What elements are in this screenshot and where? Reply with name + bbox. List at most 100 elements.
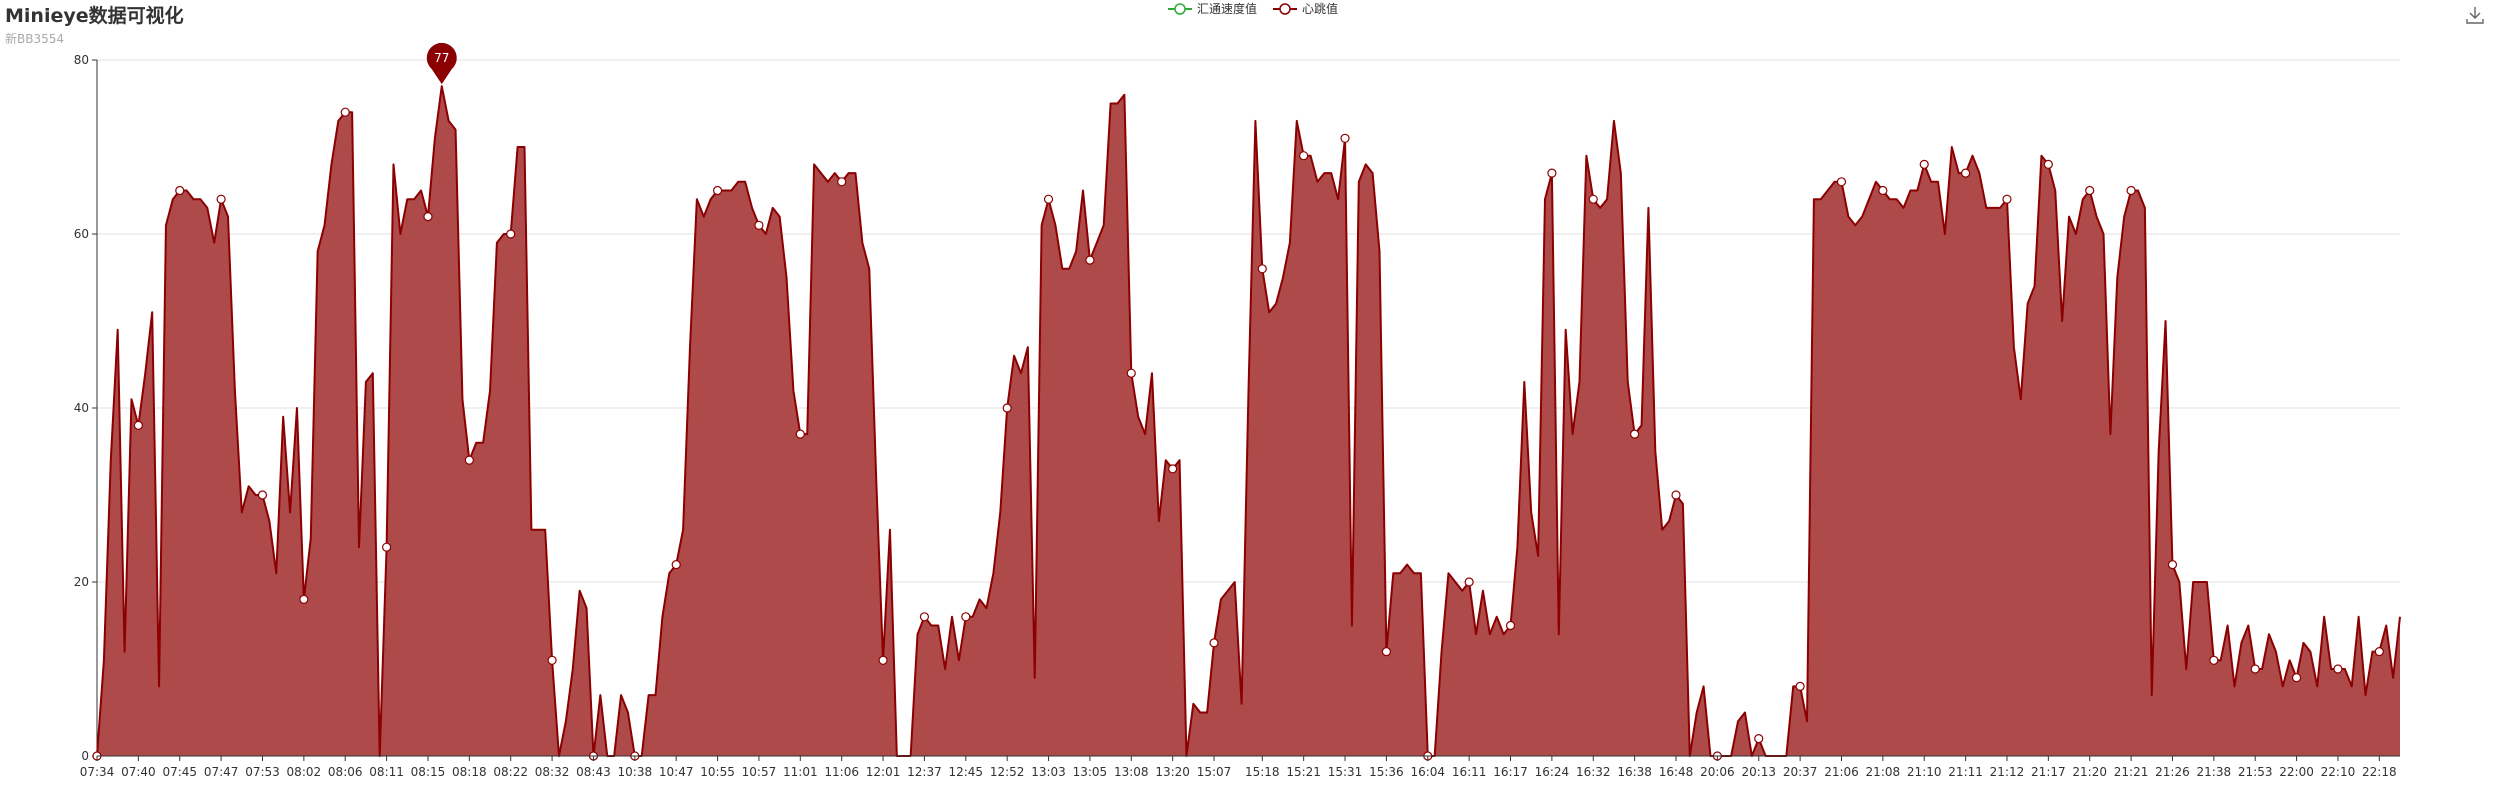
x-tick-label: 22:10 <box>2321 765 2356 779</box>
y-tick-label: 40 <box>74 401 89 415</box>
x-axis: 07:34 07:40 07:45 07:47 07:53 08:02 08:06 08:11… <box>80 755 2400 779</box>
x-tick-label: 16:24 <box>1535 765 1570 779</box>
x-tick-label: 10:55 <box>700 765 735 779</box>
x-tick-label: 16:32 <box>1576 765 1611 779</box>
data-point <box>1795 681 1805 692</box>
x-tick-label: 08:22 <box>493 765 528 779</box>
x-tick-label: 08:02 <box>287 765 322 779</box>
chart-subtitle: 新BB3554 <box>5 32 65 46</box>
x-tick-label: 16:17 <box>1493 765 1528 779</box>
legend-item-heartbeat[interactable]: 心跳值 <box>1273 0 1338 17</box>
x-tick-label: 21:38 <box>2197 765 2232 779</box>
data-point <box>1878 185 1888 196</box>
legend-heartbeat-swatch-icon <box>1273 2 1298 15</box>
x-tick-label: 08:11 <box>369 765 404 779</box>
data-point <box>1002 403 1012 413</box>
x-tick-label: 16:04 <box>1410 765 1445 779</box>
data-point <box>2167 559 2178 570</box>
data-point <box>2126 185 2136 196</box>
x-tick-label: 21:12 <box>1990 765 2025 779</box>
data-point <box>506 229 516 239</box>
x-tick-label: 08:32 <box>535 765 570 779</box>
x-tick-label: 10:47 <box>659 765 694 779</box>
data-point <box>795 429 805 439</box>
x-tick-label: 21:53 <box>2238 765 2273 779</box>
x-tick-label: 20:13 <box>1741 765 1776 779</box>
legend-label-heartbeat: 心跳值 <box>1302 2 1339 16</box>
x-tick-label: 21:08 <box>1866 765 1901 779</box>
x-tick-label: 12:45 <box>948 765 983 779</box>
data-point <box>2209 655 2219 665</box>
x-tick-label: 08:15 <box>411 765 446 779</box>
markpoint-label: 77 <box>434 51 449 65</box>
markpoint-pin <box>426 42 457 85</box>
max-markpoint: 77 <box>426 42 457 85</box>
data-point <box>1043 194 1054 204</box>
x-tick-label: 15:36 <box>1369 765 1404 779</box>
x-tick-label: 11:01 <box>783 765 818 779</box>
x-tick-label: 16:38 <box>1617 765 1652 779</box>
x-tick-label: 08:18 <box>452 765 487 779</box>
download-icon[interactable] <box>2464 4 2486 26</box>
x-tick-label: 11:06 <box>824 765 859 779</box>
x-tick-label: 07:34 <box>80 765 115 779</box>
data-point <box>2374 646 2384 657</box>
data-point <box>1754 733 1764 744</box>
data-point <box>1961 168 1971 178</box>
data-point <box>1168 464 1178 474</box>
x-tick-label: 22:18 <box>2362 765 2397 779</box>
data-point <box>919 612 930 622</box>
data-point <box>216 194 226 204</box>
heartbeat-line <box>96 85 2401 757</box>
data-point <box>1464 577 1474 587</box>
data-point <box>1547 168 1557 178</box>
x-tick-label: 13:05 <box>1073 765 1108 779</box>
x-tick-label: 13:20 <box>1155 765 1190 779</box>
data-point <box>1381 646 1392 657</box>
x-tick-label: 12:37 <box>907 765 942 779</box>
x-tick-label: 08:43 <box>576 765 611 779</box>
data-point <box>175 185 185 196</box>
data-point <box>1671 490 1681 500</box>
x-tick-label: 07:47 <box>204 765 239 779</box>
x-tick-label: 07:45 <box>162 765 197 779</box>
x-tick-label: 21:11 <box>1948 765 1983 779</box>
x-tick-label: 21:20 <box>2072 765 2107 779</box>
data-point <box>961 612 971 622</box>
data-point <box>1209 638 1219 648</box>
x-tick-label: 21:06 <box>1824 765 1859 779</box>
data-point <box>1257 264 1267 274</box>
legend-label-speed: 汇通速度值 <box>1197 2 1258 16</box>
data-point <box>878 655 888 665</box>
data-point <box>1085 255 1095 265</box>
x-tick-label: 21:17 <box>2031 765 2066 779</box>
data-point <box>1299 151 1309 161</box>
x-tick-label: 07:40 <box>121 765 156 779</box>
x-tick-label: 15:31 <box>1328 765 1363 779</box>
data-point <box>547 655 557 665</box>
data-point <box>1630 429 1640 439</box>
data-point <box>257 490 268 500</box>
y-tick-label: 80 <box>74 53 89 67</box>
y-axis: 0 20 40 60 80 <box>74 53 98 763</box>
x-tick-label: 10:38 <box>618 765 653 779</box>
x-tick-label: 07:53 <box>245 765 280 779</box>
x-tick-label: 21:10 <box>1907 765 1942 779</box>
data-point <box>2291 673 2302 683</box>
data-point <box>671 559 681 570</box>
data-point <box>340 107 350 117</box>
data-point <box>133 420 143 430</box>
x-tick-label: 12:01 <box>866 765 901 779</box>
x-tick-label: 13:08 <box>1114 765 1149 779</box>
legend: 汇通速度值 心跳值 <box>1168 0 1338 17</box>
y-tick-label: 0 <box>81 749 89 763</box>
legend-item-speed[interactable]: 汇通速度值 <box>1168 0 1257 17</box>
x-tick-label: 21:26 <box>2155 765 2190 779</box>
x-tick-label: 15:07 <box>1197 765 1232 779</box>
chart-title: Minieye数据可视化 <box>5 5 184 27</box>
data-point <box>712 185 723 196</box>
data-point <box>464 455 474 465</box>
x-tick-label: 15:18 <box>1245 765 1280 779</box>
data-point <box>2043 159 2053 169</box>
x-tick-label: 15:21 <box>1286 765 1321 779</box>
